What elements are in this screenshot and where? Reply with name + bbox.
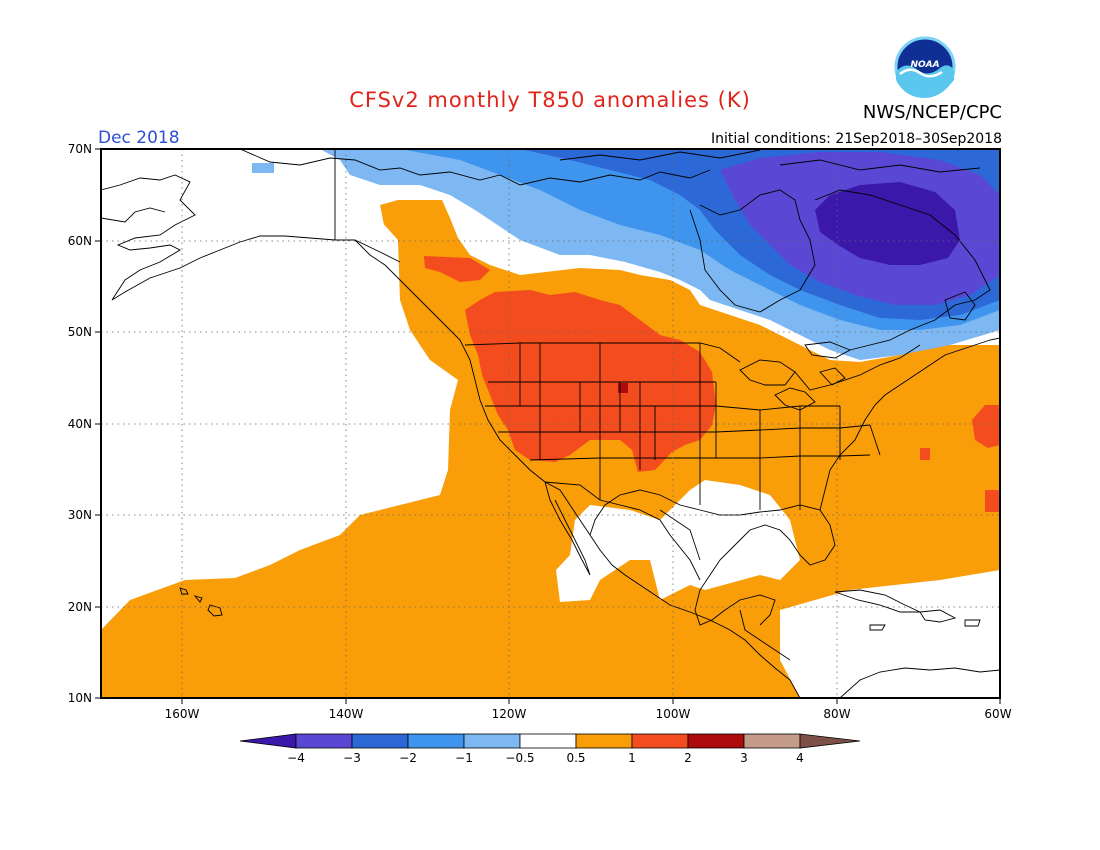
axis-ticks	[95, 148, 1001, 704]
valid-month: Dec 2018	[98, 128, 180, 148]
logo-text: NOAA	[910, 60, 940, 70]
lon-label: 160W	[164, 707, 200, 721]
field-plus-2	[618, 383, 628, 393]
graticule	[101, 149, 1000, 698]
field-plus-1-atlantic-3	[920, 448, 930, 460]
coastlines	[101, 149, 1000, 698]
lat-label: 10N	[67, 691, 92, 705]
field-plus-1-atlantic-2	[985, 490, 1000, 512]
lon-label: 80W	[823, 707, 851, 721]
field-minus-0-5-bering	[252, 163, 274, 173]
field-plus-1-atlantic	[972, 405, 1000, 448]
lat-label: 20N	[67, 600, 92, 614]
lat-label: 50N	[67, 325, 92, 339]
field-minus-4	[815, 182, 960, 265]
lat-label: 60N	[67, 234, 92, 248]
field-plus-1	[465, 290, 716, 472]
lat-label: 70N	[67, 142, 92, 156]
lon-label: 140W	[328, 707, 364, 721]
field-neutral-atlantic	[780, 570, 1000, 698]
field-plus-1-bc	[424, 256, 490, 282]
initial-conditions: Initial conditions: 21Sep2018–30Sep2018	[710, 131, 1002, 147]
lon-label: 60W	[984, 707, 1012, 721]
lon-label: 120W	[491, 707, 527, 721]
colorbar-label: 1	[628, 751, 636, 765]
lat-label: 30N	[67, 508, 92, 522]
colorbar-label: 3	[740, 751, 748, 765]
colorbar-label: −1	[455, 751, 473, 765]
noaa-logo	[894, 36, 956, 98]
colorbar-label: 2	[684, 751, 692, 765]
map-title: CFSv2 monthly T850 anomalies (K)	[349, 88, 751, 112]
colorbar	[239, 733, 861, 749]
anomaly-fields	[101, 149, 1000, 698]
agency-label: NWS/NCEP/CPC	[862, 102, 1002, 123]
colorbar-label: −4	[287, 751, 305, 765]
colorbar-label: 4	[796, 751, 804, 765]
colorbar-label: −3	[343, 751, 361, 765]
lat-label: 40N	[67, 417, 92, 431]
colorbar-lower-arrow	[239, 733, 297, 749]
colorbar-label: −2	[399, 751, 417, 765]
colorbar-upper-arrow	[799, 733, 861, 749]
colorbar-label: −0.5	[505, 751, 535, 765]
colorbar-label: 0.5	[566, 751, 586, 765]
field-neutral-mexico	[556, 480, 800, 602]
lon-label: 100W	[655, 707, 691, 721]
